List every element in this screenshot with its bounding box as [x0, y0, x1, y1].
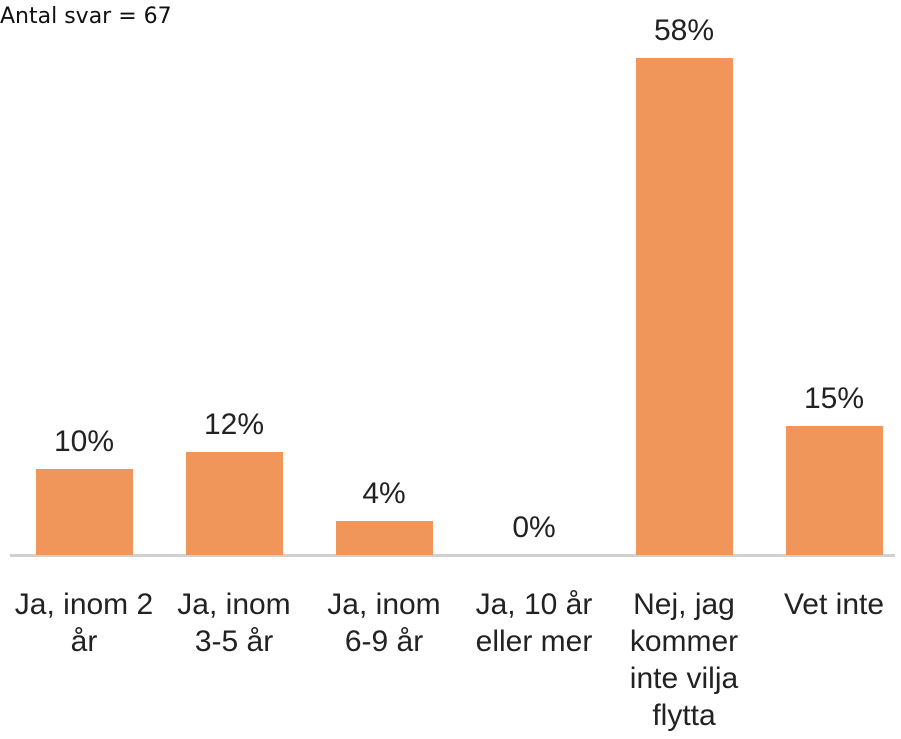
x-tick-label: Ja, 10 år eller mer: [475, 588, 593, 658]
bar: [785, 426, 883, 555]
bar: [185, 452, 283, 555]
x-tick-label: Ja, inom 3-5 år: [177, 588, 291, 658]
value-label: 58%: [653, 14, 715, 47]
value-label: 10%: [53, 425, 115, 459]
value-label: 4%: [362, 476, 406, 510]
x-tick-label: Nej, jag kommer inte vilja flytta: [629, 588, 739, 732]
value-label: 0%: [512, 511, 556, 544]
value-label: 12%: [203, 408, 265, 442]
x-axis: [10, 554, 895, 557]
bar: [35, 469, 133, 555]
subtitle: Antal svar = 67: [0, 4, 172, 29]
x-tick-label: Vet inte: [783, 588, 885, 621]
x-tick-label: Ja, inom 2 år: [14, 588, 154, 658]
bar: [635, 58, 733, 555]
bar: [335, 520, 433, 555]
value-label: 15%: [803, 382, 865, 416]
x-tick-label: Ja, inom 6-9 år: [327, 588, 441, 658]
